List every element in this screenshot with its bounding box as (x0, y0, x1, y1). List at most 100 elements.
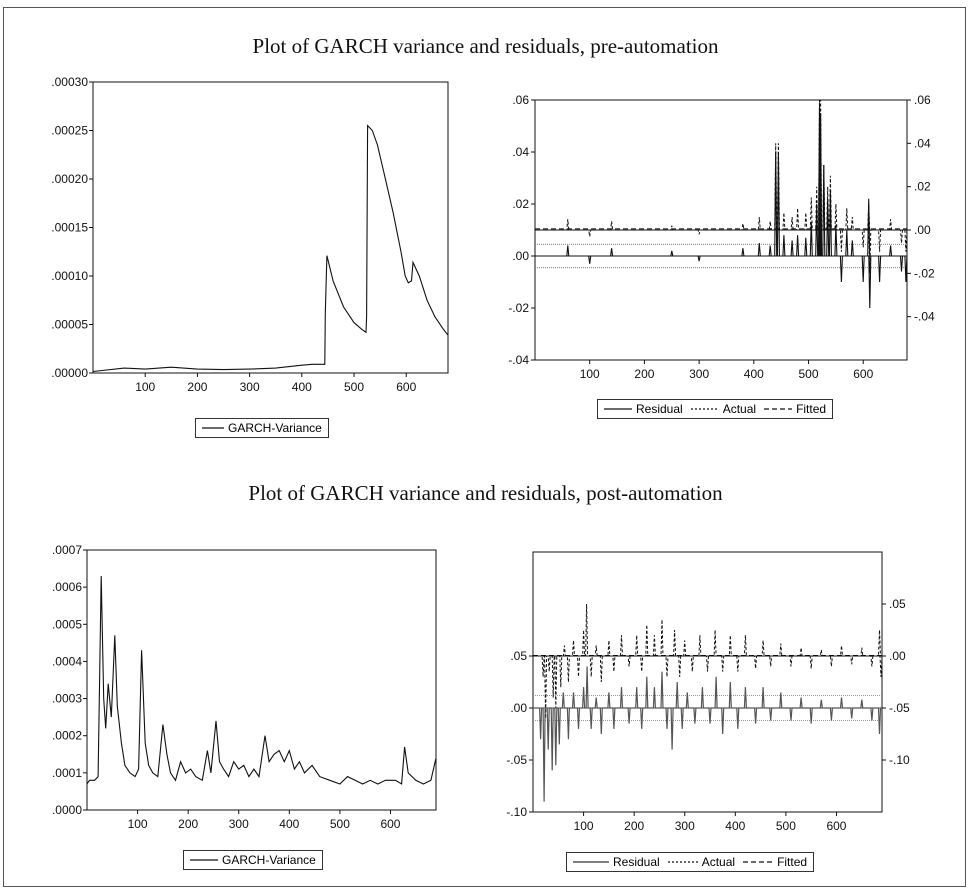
x-tick-label: 300 (229, 817, 249, 831)
post-variance-chart: .0000 .0001 .0002 .0003 .0004 .0005 .0006 .0007… (52, 543, 437, 831)
x-tick-label: 100 (128, 817, 148, 831)
legend-item-fitted: Fitted (764, 402, 826, 416)
x-tick-label: 400 (725, 819, 745, 833)
y-tick-label: .00000 (51, 366, 88, 380)
legend-label: Fitted (777, 855, 808, 869)
right-y-tick-label: .06 (914, 93, 931, 107)
plot-frame (92, 81, 449, 374)
x-tick-label: 400 (744, 367, 764, 381)
y-tick-label: .0004 (52, 654, 82, 668)
post-automation-title: Plot of GARCH variance and residuals, po… (248, 481, 723, 505)
pre-residuals-chart: -.04 -.02 .00 .02 .04 .06 -.04 -.02 .00 .02 .04 .06… (508, 93, 935, 381)
y-tick-label: .00030 (51, 75, 88, 89)
left-y-tick-label: .00 (510, 701, 527, 715)
pre-variance-chart: .00000 .00005 .00010 .00015 .00020 .00025 .000… (51, 75, 449, 394)
right-y-tick-label: -.02 (914, 266, 935, 280)
left-y-tick-label: .06 (512, 93, 529, 107)
y-tick-label: .00010 (51, 269, 88, 283)
dashed-line-swatch-icon (764, 408, 793, 410)
x-tick-label: 600 (380, 817, 400, 831)
legend-item-residual: Residual (604, 402, 683, 416)
pre-residuals-legend: Residual Actual Fitted (597, 399, 834, 419)
x-tick-label: 200 (634, 367, 654, 381)
legend-label: GARCH-Variance (222, 853, 316, 867)
legend-item-garch-variance: GARCH-Variance (202, 421, 322, 435)
x-tick-label: 200 (178, 817, 198, 831)
right-y-tick-label: .00 (914, 223, 931, 237)
left-y-tick-label: -.02 (508, 301, 529, 315)
x-tick-label: 100 (580, 367, 600, 381)
plot-frame (532, 551, 883, 813)
right-y-tick-label: .04 (914, 136, 931, 150)
y-tick-label: .0005 (52, 617, 82, 631)
left-y-tick-label: .05 (510, 649, 527, 663)
right-y-tick-label: .00 (889, 649, 906, 663)
pre-automation-title: Plot of GARCH variance and residuals, pr… (252, 34, 719, 58)
left-y-tick-label: -.10 (506, 805, 527, 819)
y-tick-label: .0003 (52, 692, 82, 706)
solid-line-swatch-icon (202, 427, 224, 429)
legend-label: Fitted (796, 402, 827, 416)
left-y-tick-label: .00 (512, 249, 529, 263)
x-tick-label: 100 (135, 380, 155, 394)
plot-frame (86, 549, 437, 811)
y-tick-label: .0007 (52, 543, 82, 557)
x-tick-label: 100 (574, 819, 594, 833)
left-y-tick-label: .04 (512, 145, 529, 159)
actual-series-line (535, 99, 908, 274)
legend-label: Residual (613, 855, 660, 869)
right-y-tick-label: .05 (889, 597, 906, 611)
solid-line-swatch-icon (604, 408, 632, 410)
legend-label: Actual (722, 402, 757, 416)
x-tick-label: 300 (240, 380, 260, 394)
x-tick-label: 400 (279, 817, 299, 831)
x-tick-label: 500 (799, 367, 819, 381)
legend-item-garch-variance: GARCH-Variance (190, 853, 316, 867)
x-tick-label: 600 (853, 367, 873, 381)
right-y-tick-label: -.10 (889, 753, 910, 767)
y-tick-label: .0006 (52, 580, 82, 594)
y-tick-label: .00005 (51, 318, 88, 332)
legend-item-actual: Actual (667, 855, 736, 869)
residual-series-line (533, 666, 882, 802)
y-tick-label: .00020 (51, 172, 88, 186)
x-tick-label: 600 (826, 819, 846, 833)
actual-series-line (533, 603, 883, 719)
legend-label: Actual (701, 855, 736, 869)
y-tick-label: .00025 (51, 124, 88, 138)
y-tick-label: .0001 (52, 766, 82, 780)
x-tick-label: 500 (330, 817, 350, 831)
x-tick-label: 300 (675, 819, 695, 833)
x-tick-label: 200 (624, 819, 644, 833)
x-tick-label: 400 (292, 380, 312, 394)
x-tick-label: 500 (344, 380, 364, 394)
garch-variance-line (92, 124, 449, 373)
x-tick-label: 600 (396, 380, 416, 394)
solid-line-swatch-icon (573, 861, 609, 863)
right-y-tick-label: .02 (914, 180, 931, 194)
y-tick-label: .0000 (52, 803, 82, 817)
solid-line-swatch-icon (190, 859, 218, 861)
y-tick-label: .0002 (52, 729, 82, 743)
left-y-tick-label: -.05 (506, 753, 527, 767)
figure-frame (3, 7, 966, 887)
left-y-tick-label: -.04 (508, 353, 529, 367)
x-tick-label: 200 (187, 380, 207, 394)
y-tick-label: .00015 (51, 221, 88, 235)
legend-label: Residual (636, 402, 683, 416)
post-residuals-legend: Residual Actual Fitted (566, 852, 815, 872)
dotted-line-swatch-icon (690, 408, 719, 410)
dashed-line-swatch-icon (743, 861, 774, 863)
pre-variance-legend: GARCH-Variance (195, 418, 329, 438)
legend-item-residual: Residual (573, 855, 660, 869)
legend-item-actual: Actual (690, 402, 757, 416)
x-tick-label: 500 (776, 819, 796, 833)
residual-series-line (535, 105, 908, 309)
legend-label: GARCH-Variance (228, 421, 322, 435)
post-variance-legend: GARCH-Variance (183, 850, 323, 870)
left-y-tick-label: .02 (512, 197, 529, 211)
legend-item-fitted: Fitted (743, 855, 807, 869)
garch-variance-line (86, 575, 437, 785)
dotted-line-swatch-icon (667, 861, 698, 863)
